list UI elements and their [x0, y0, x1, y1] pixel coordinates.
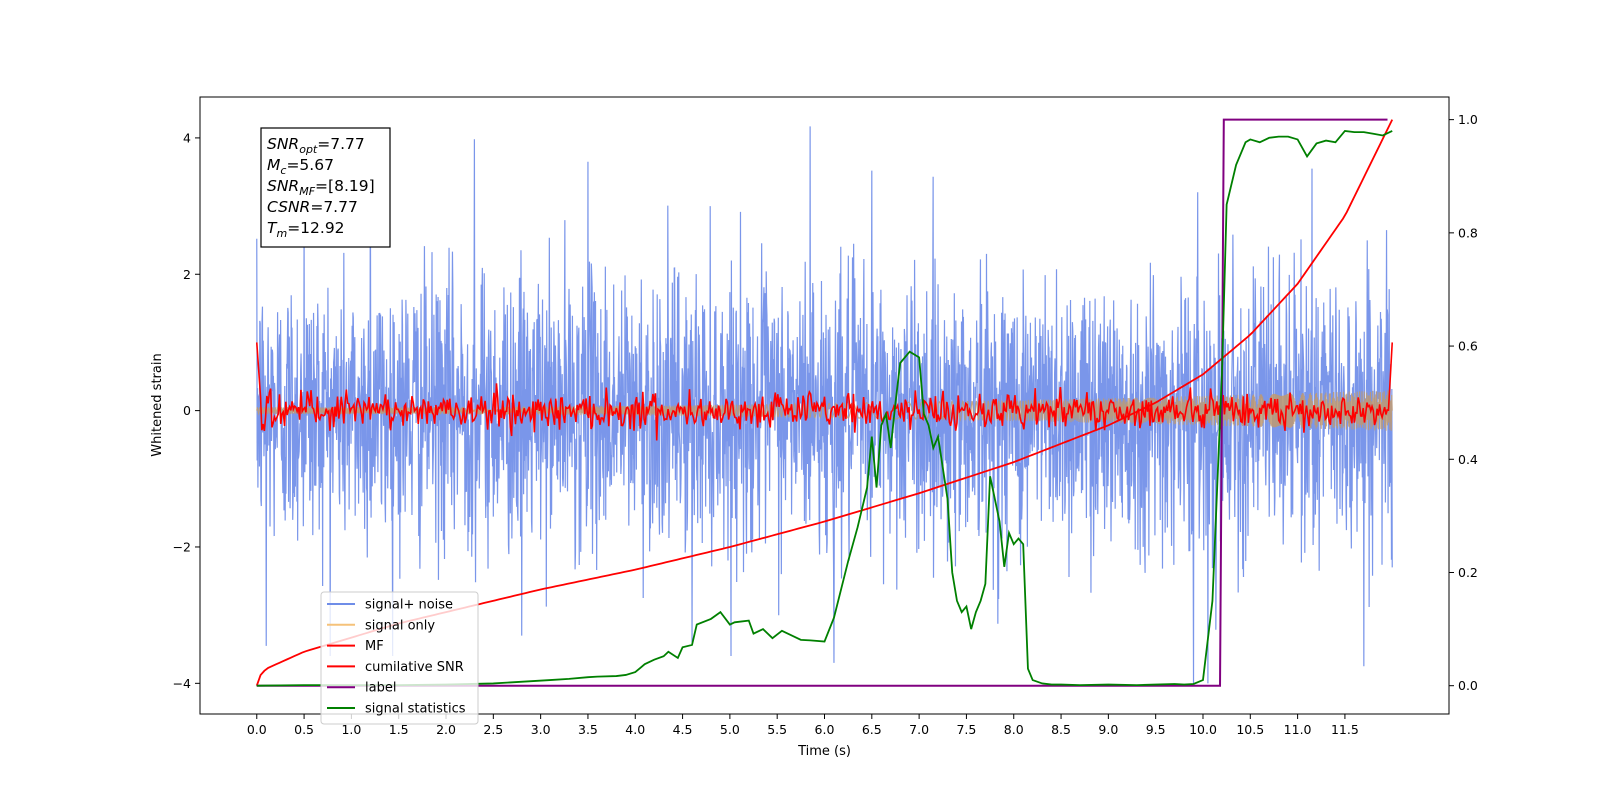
legend-frame	[320, 591, 479, 725]
x-tick-label: 5.0	[720, 722, 740, 737]
x-tick-label: 9.0	[1098, 722, 1118, 737]
y-right-tick-label: 0.6	[1458, 339, 1478, 354]
x-tick-label: 7.5	[956, 722, 976, 737]
x-tick-label: 10.5	[1236, 722, 1264, 737]
annotation-line: SNRMF=[8.19]	[267, 177, 375, 198]
legend-label: label	[365, 681, 396, 696]
y-tick-label: −2	[173, 539, 191, 554]
x-tick-label: 1.0	[341, 722, 361, 737]
legend-label: MF	[365, 639, 384, 654]
series-label-line	[256, 118, 1388, 687]
x-tick-label: 6.0	[815, 722, 835, 737]
x-tick-label: 3.0	[531, 722, 551, 737]
x-tick-label: 7.0	[909, 722, 929, 737]
annotation-line: SNRopt=7.77	[267, 135, 365, 156]
annotation-frame	[260, 127, 391, 248]
x-tick-label: 6.5	[862, 722, 882, 737]
x-tick-label: 2.0	[436, 722, 456, 737]
x-tick-label: 11.0	[1284, 722, 1312, 737]
x-tick-label: 9.5	[1146, 722, 1166, 737]
x-tick-label: 0.0	[247, 722, 267, 737]
x-tick-label: 0.5	[294, 722, 314, 737]
legend-label: signal statistics	[365, 702, 466, 717]
y-right-tick-label: 0.2	[1458, 565, 1478, 580]
legend-label: cumilative SNR	[365, 660, 464, 675]
y-tick-label: −4	[173, 676, 191, 691]
x-tick-label: 5.5	[767, 722, 787, 737]
x-tick-label: 4.5	[673, 722, 693, 737]
y-tick-label: 2	[183, 267, 191, 282]
y-right-tick-label: 0.8	[1458, 225, 1478, 240]
y-axis-label: Whitened strain	[150, 353, 165, 456]
annotation-line: Tm=12.92	[267, 219, 345, 240]
axes: 0.0 0.5 1.0 1.5 2.0 2.5 3.0 3.5 4.0 4.5 5.0 5.5 6.0 6…	[173, 112, 1478, 737]
annotation-line: Mc=5.67	[267, 156, 334, 177]
x-tick-label: 8.0	[1004, 722, 1024, 737]
x-tick-label: 1.5	[389, 722, 409, 737]
legend-label: signal+ noise	[365, 598, 453, 613]
series-signal-noise-line	[256, 126, 1393, 684]
x-tick-label: 10.0	[1189, 722, 1217, 737]
series-signal-statistics-line	[256, 130, 1393, 687]
series-mf-line	[255, 342, 1394, 441]
x-tick-label: 11.5	[1331, 722, 1359, 737]
y-right-tick-label: 1.0	[1458, 112, 1478, 127]
y-right-tick-label: 0.4	[1458, 452, 1478, 467]
x-tick-label: 8.5	[1051, 722, 1071, 737]
y-tick-label: 4	[183, 130, 191, 145]
x-axis-label: Time (s)	[797, 744, 851, 759]
legend-label: signal only	[365, 618, 435, 633]
legend: signal+ noise signal only MF cumilative SNR…	[320, 591, 479, 725]
x-tick-label: 3.5	[578, 722, 598, 737]
x-tick-label: 4.0	[625, 722, 645, 737]
y-right-tick-label: 0.0	[1458, 678, 1478, 693]
y-tick-label: 0	[183, 403, 191, 418]
x-tick-label: 2.5	[483, 722, 503, 737]
annotation-line: CSNR=7.77	[267, 198, 358, 216]
